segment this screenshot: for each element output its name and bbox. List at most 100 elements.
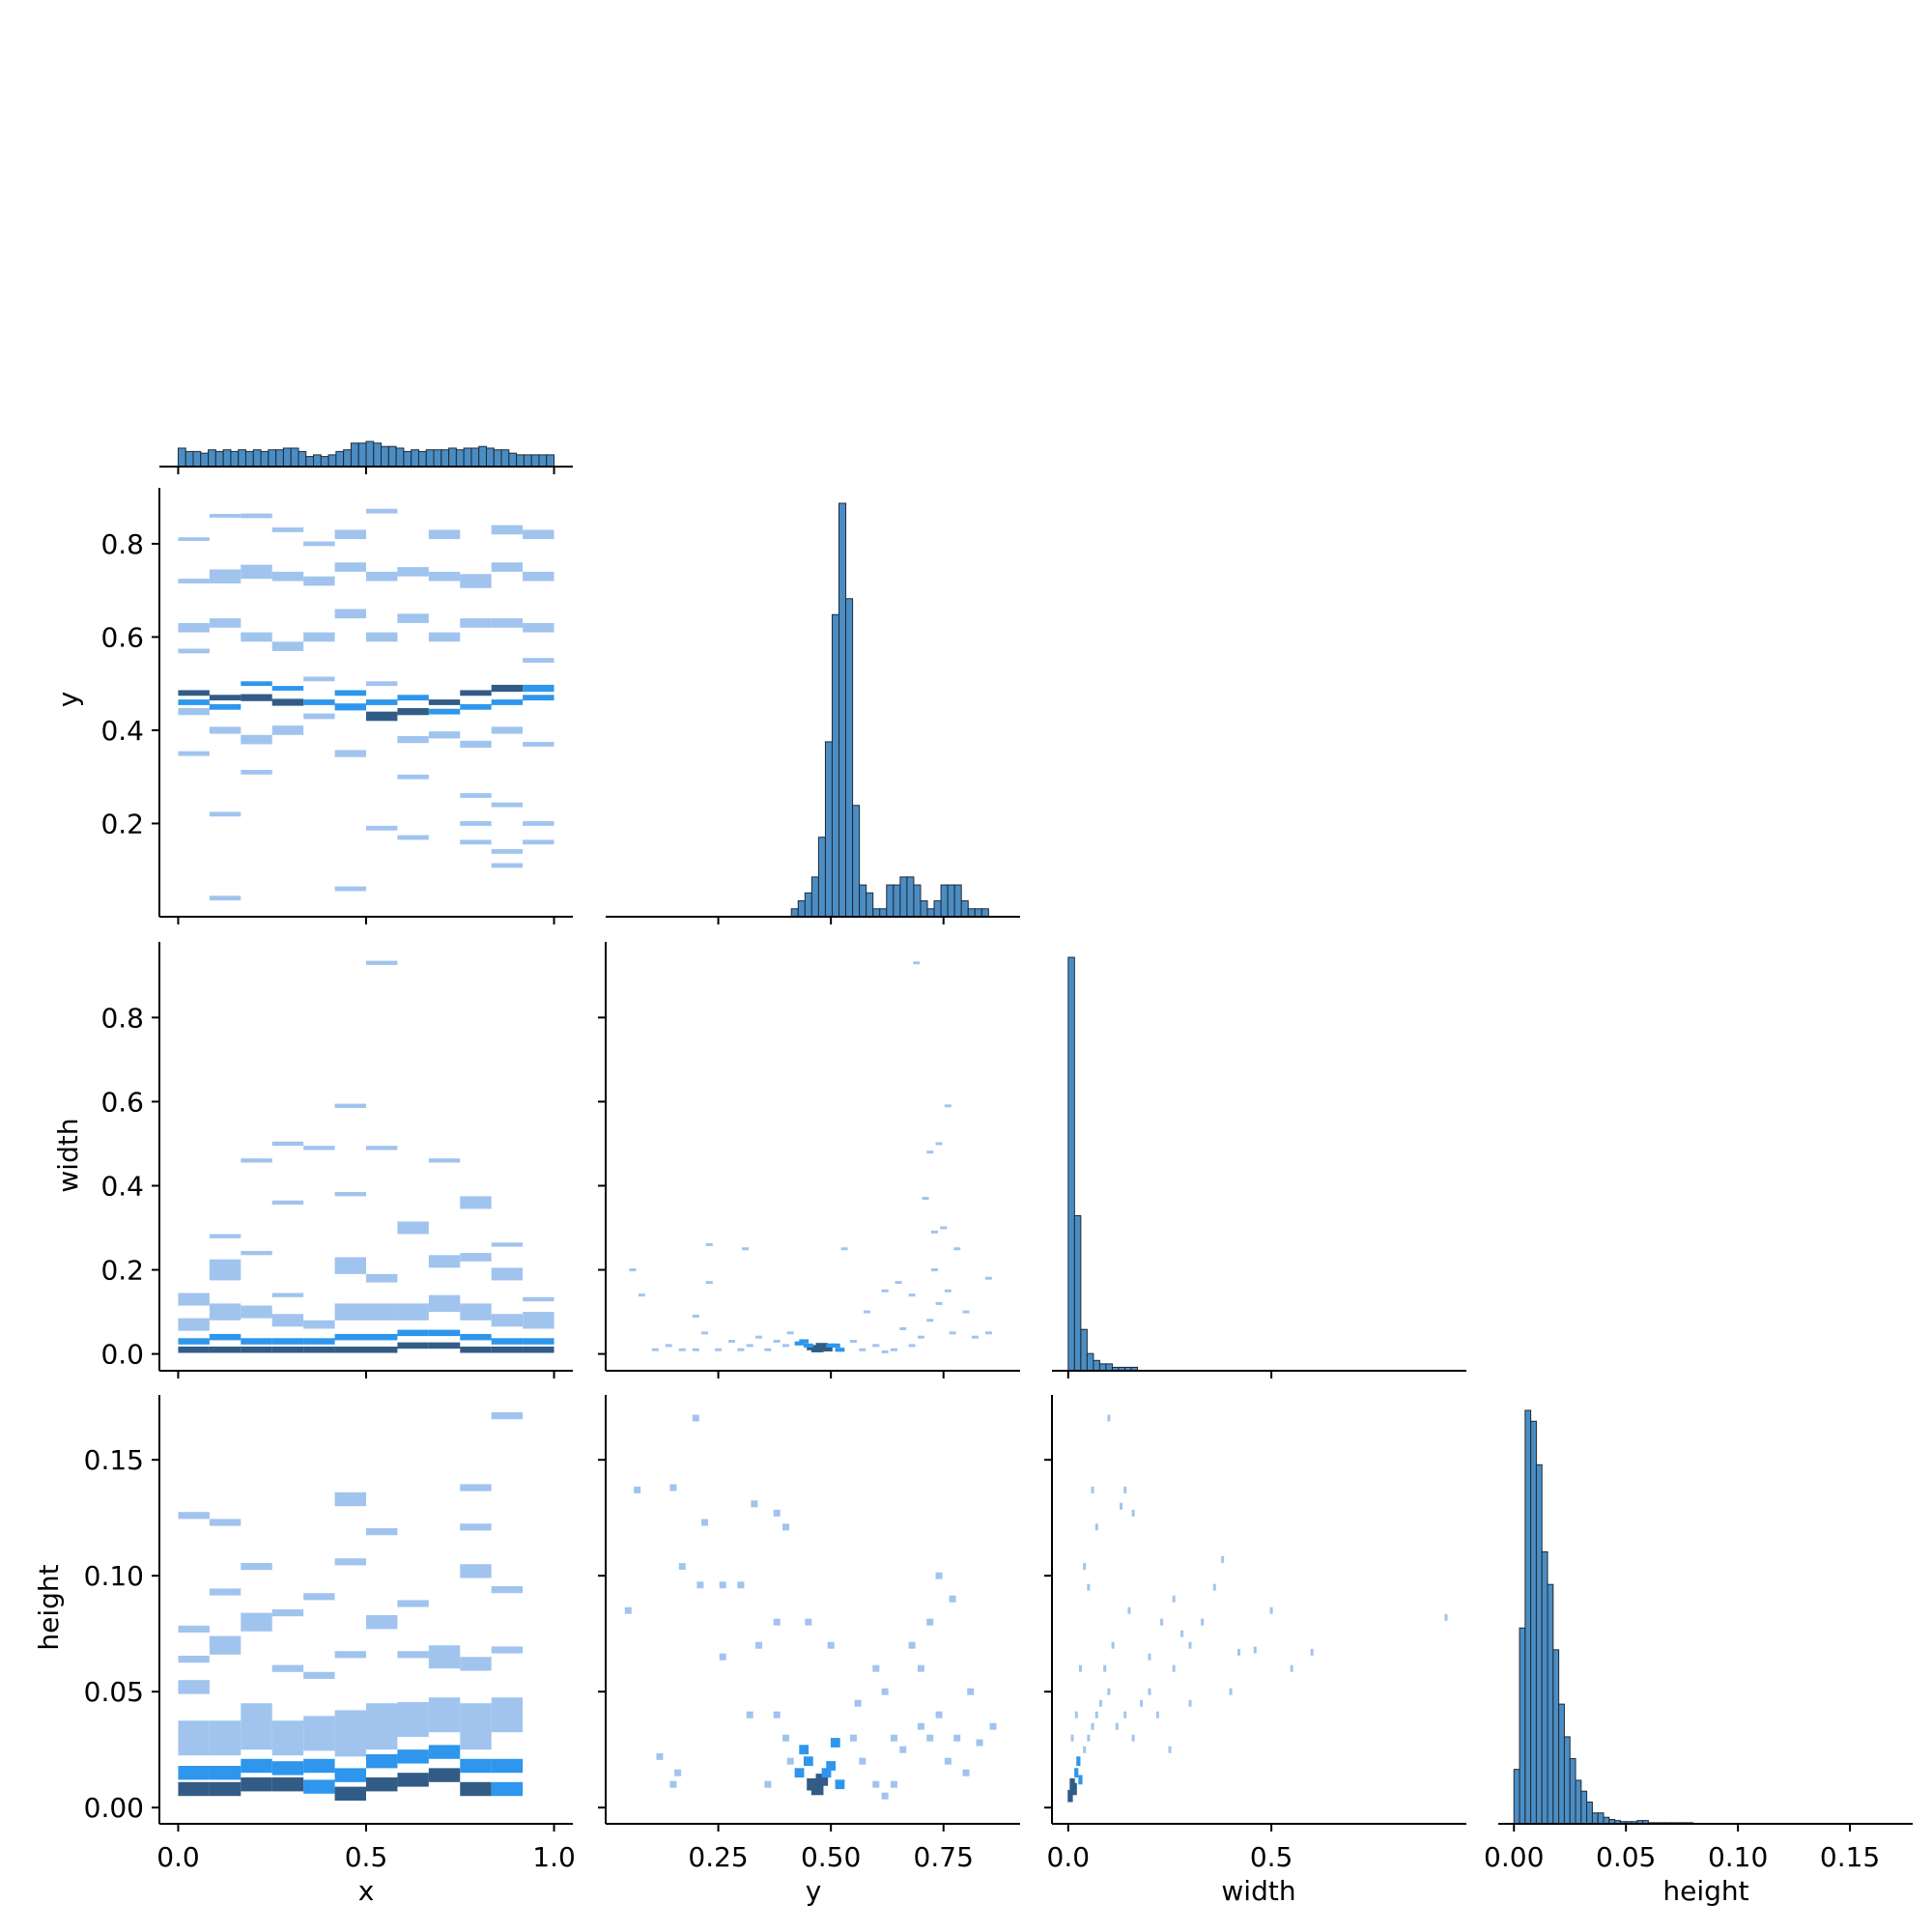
hist-y-bar: [913, 884, 922, 918]
hist-x-bar: [508, 452, 518, 468]
heatmap-x-height-cell: [491, 1412, 524, 1420]
hist-x-bar: [365, 440, 375, 468]
hist-x-bar: [252, 449, 262, 468]
heatmap-x-y-cell: [523, 742, 554, 747]
heatmap-y-height-cell: [872, 1664, 880, 1672]
heatmap-x-y-cell: [523, 821, 554, 826]
heatmap-x-y-cell: [491, 802, 524, 808]
heatmap-x-y-cell: [523, 658, 554, 663]
heatmap-y-width-cell: [715, 1348, 723, 1351]
heatmap-x-height-cell: [303, 1779, 335, 1794]
heatmap-x-y-cell: [428, 708, 461, 715]
heatmap-x-height-cell: [303, 1593, 335, 1601]
hist-height-bar: [1519, 1627, 1526, 1825]
heatmap-width-height-cell: [1123, 1711, 1127, 1719]
heatmap-x-width-cell: [460, 1333, 492, 1341]
panel-x-width-ytick-label: 0.6: [100, 1086, 144, 1118]
heatmap-x-y-cell: [397, 708, 429, 716]
hist-x-bar: [546, 454, 555, 468]
heatmap-width-height-cell: [1111, 1641, 1115, 1649]
heatmap-x-y-cell: [334, 886, 366, 892]
hist-height-bar: [1535, 1463, 1543, 1825]
heatmap-y-width-cell: [881, 1289, 889, 1293]
heatmap-x-width-cell: [334, 1192, 366, 1197]
hist-x-bar: [305, 456, 315, 468]
heatmap-x-width-cell: [334, 1103, 366, 1108]
heatmap-y-width-cell: [962, 1310, 970, 1314]
heatmap-x-y-cell: [366, 681, 398, 687]
hist-x-bar: [381, 445, 389, 468]
heatmap-x-y-cell: [303, 676, 335, 682]
heatmap-y-width-cell: [926, 1319, 934, 1322]
heatmap-y-height-cell: [917, 1664, 924, 1672]
hist-x-bar: [357, 442, 367, 468]
heatmap-y-height-cell: [949, 1595, 956, 1603]
heatmap-x-height-cell: [271, 1664, 304, 1672]
heatmap-width-height-cell: [1127, 1606, 1131, 1614]
heatmap-x-width-cell: [241, 1158, 272, 1163]
heatmap-x-height-cell: [397, 1702, 429, 1737]
heatmap-x-height-cell: [366, 1777, 398, 1792]
heatmap-x-y-cell: [209, 569, 242, 583]
hist-y-bar: [947, 884, 955, 918]
heatmap-y-height-cell: [805, 1618, 812, 1626]
heatmap-y-height-cell: [849, 1734, 857, 1742]
x-axis-label-height: height: [1662, 1875, 1748, 1907]
heatmap-x-height-cell: [366, 1615, 398, 1630]
heatmap-y-height-cell: [827, 1641, 835, 1649]
heatmap-width-height-cell: [1107, 1688, 1111, 1695]
heatmap-x-width-cell: [271, 1141, 304, 1147]
heatmap-x-y-cell: [303, 699, 335, 705]
heatmap-y-height-cell: [962, 1769, 970, 1776]
heatmap-y-height-cell: [826, 1761, 837, 1771]
heatmap-x-y-cell: [491, 525, 524, 535]
hist-x-bar: [448, 447, 457, 468]
heatmap-y-width-cell: [953, 1247, 961, 1251]
heatmap-y-width-cell: [935, 1301, 943, 1305]
heatmap-width-height-cell: [1078, 1664, 1082, 1672]
heatmap-x-y-cell: [271, 571, 304, 582]
panel-x-y-ytick-label: 0.8: [100, 528, 144, 560]
hist-x-bar: [500, 449, 510, 468]
hist-y-bar: [926, 908, 935, 918]
heatmap-x-width-cell: [460, 1346, 492, 1353]
hist-y-bar: [899, 876, 908, 918]
hist-x-bar: [208, 449, 216, 468]
hist-height-bar: [1586, 1801, 1593, 1825]
heatmap-x-y-cell: [303, 576, 335, 586]
heatmap-x-y-cell: [334, 690, 366, 696]
heatmap-x-width-cell: [241, 1346, 272, 1353]
heatmap-y-width-cell: [782, 1344, 790, 1348]
panel-x-height-xtick-label: 0.5: [345, 1841, 388, 1873]
hist-x-bar: [433, 449, 442, 468]
heatmap-y-width-cell: [665, 1344, 672, 1348]
heatmap-x-width-cell: [428, 1255, 461, 1268]
heatmap-y-height-cell: [782, 1734, 790, 1742]
hist-y-bar: [953, 884, 962, 918]
hist-height-bar: [1552, 1649, 1560, 1825]
heatmap-x-y-cell: [178, 708, 210, 716]
heatmap-x-height-cell: [491, 1697, 524, 1733]
hist-height-bar: [1513, 1769, 1520, 1825]
heatmap-width-height-cell: [1168, 1746, 1172, 1753]
hist-x-bar: [192, 450, 202, 468]
heatmap-width-height-cell: [1290, 1664, 1293, 1672]
heatmap-x-height-cell: [460, 1781, 492, 1797]
heatmap-x-y-cell: [491, 849, 524, 854]
heatmap-x-y-cell: [523, 695, 554, 701]
heatmap-width-height-cell: [1236, 1648, 1240, 1656]
heatmap-x-height-cell: [209, 1781, 242, 1797]
heatmap-x-y-cell: [491, 699, 524, 705]
heatmap-x-width-cell: [397, 1329, 429, 1337]
heatmap-width-height-cell: [1083, 1746, 1087, 1753]
panel-x-width-ytick-label: 0.4: [100, 1170, 144, 1202]
heatmap-x-height-cell: [178, 1680, 210, 1694]
heatmap-y-width-cell: [935, 1142, 943, 1146]
x-axis-label-y: y: [806, 1875, 822, 1907]
heatmap-x-width-cell: [209, 1259, 242, 1281]
heatmap-x-y-cell: [178, 579, 210, 583]
hist-y-bar: [960, 900, 969, 918]
heatmap-width-height-cell: [1098, 1699, 1102, 1707]
heatmap-y-height-cell: [935, 1572, 943, 1579]
hist-width-bar: [1093, 1359, 1100, 1372]
